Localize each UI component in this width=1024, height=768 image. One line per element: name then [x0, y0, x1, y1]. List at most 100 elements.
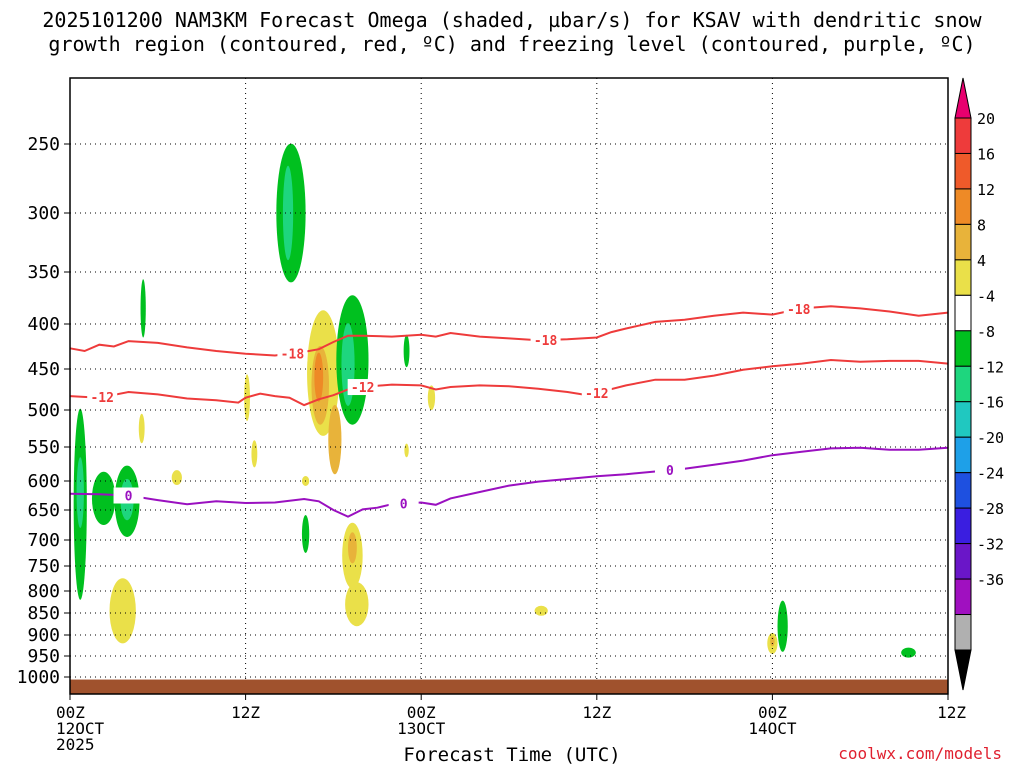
colorbar-band-5 — [954, 294, 972, 332]
colorbar-label-9: -20 — [977, 429, 1004, 447]
colorbar-label-13: -36 — [977, 571, 1004, 589]
colorbar-band-6 — [954, 330, 972, 367]
y-tick-label-750: 750 — [27, 556, 60, 577]
contour-label-bg-2-1 — [388, 495, 419, 512]
y-tick-label-500: 500 — [27, 400, 60, 421]
contour-label-bg-1-2 — [581, 384, 612, 401]
x-tick-label-0-0: 00Z — [56, 703, 85, 722]
contour-label-2-0: 0 — [125, 490, 133, 505]
omega-shade-17 — [328, 405, 342, 475]
colorbar-band-11 — [954, 507, 972, 545]
terrain-surface — [70, 679, 948, 694]
x-tick-label-1-0: 12Z — [231, 703, 260, 722]
omega-shade-6 — [140, 279, 146, 338]
contour-label-bg-0-2 — [783, 301, 814, 318]
colorbar-label-12: -32 — [977, 536, 1004, 554]
colorbar-band-1 — [954, 152, 972, 190]
y-tick-label-450: 450 — [27, 359, 60, 380]
colorbar-label-3: 8 — [977, 216, 986, 234]
contour-label-bg-0-1 — [530, 331, 561, 348]
colorbar-band-12 — [954, 543, 972, 580]
omega-shade-25 — [427, 385, 436, 411]
omega-shade-27 — [534, 605, 548, 616]
omega-shade-16 — [314, 352, 324, 402]
y-tick-label-700: 700 — [27, 530, 60, 551]
x-tick-label-3-0: 12Z — [582, 703, 611, 722]
omega-shade-7 — [171, 470, 182, 486]
omega-shade-18 — [301, 515, 310, 553]
omega-shade-10 — [251, 440, 258, 468]
credit-link[interactable]: coolwx.com/models — [838, 744, 1002, 763]
omega-shade-26 — [404, 443, 409, 458]
contour-label-bg-2-2 — [654, 462, 685, 479]
colorbar-label-4: 4 — [977, 252, 986, 270]
colorbar-band-10 — [954, 472, 972, 509]
y-tick-label-900: 900 — [27, 625, 60, 646]
colorbar-label-10: -24 — [977, 465, 1004, 483]
colorbar-top-triangle — [954, 77, 972, 119]
colorbar-label-11: -28 — [977, 500, 1004, 518]
y-tick-label-400: 400 — [27, 314, 60, 335]
omega-shade-23 — [345, 582, 369, 627]
chart-title-line-1: 2025101200 NAM3KM Forecast Omega (shaded… — [42, 8, 982, 32]
colorbar-band-3 — [954, 223, 972, 261]
colorbar-band-9 — [954, 436, 972, 474]
dgz-contour-1 — [69, 358, 949, 407]
y-tick-label-850: 850 — [27, 603, 60, 624]
contour-label-bg-2-0 — [113, 487, 144, 504]
colorbar-band-14 — [954, 614, 972, 651]
dgz-contour-0 — [69, 305, 949, 357]
colorbar-band-0 — [954, 117, 972, 154]
chart-title-line-2: growth region (contoured, red, ºC) and f… — [48, 32, 976, 56]
x-tick-label-5-0: 12Z — [937, 703, 966, 722]
omega-shade-30 — [777, 600, 788, 652]
y-tick-label-800: 800 — [27, 581, 60, 602]
colorbar-label-8: -16 — [977, 394, 1004, 412]
colorbar-label-1: 16 — [977, 145, 995, 163]
y-tick-label-1000: 1000 — [17, 667, 60, 688]
omega-shade-12 — [282, 165, 294, 261]
y-tick-label-300: 300 — [27, 203, 60, 224]
contour-label-1-0: -12 — [90, 391, 113, 406]
omega-shade-5 — [109, 578, 136, 644]
y-tick-label-250: 250 — [27, 134, 60, 155]
contour-label-0-0: -18 — [281, 347, 305, 362]
colorbar-bottom-triangle — [954, 649, 972, 691]
colorbar-label-5: -4 — [977, 287, 995, 305]
x-tick-label-2-1: 13OCT — [397, 719, 446, 738]
contour-label-0-1: -18 — [534, 334, 558, 349]
colorbar-band-13 — [954, 578, 972, 616]
contour-label-bg-1-1 — [347, 379, 378, 396]
omega-shade-2 — [91, 471, 116, 525]
x-tick-label-4-0: 00Z — [758, 703, 787, 722]
y-tick-label-650: 650 — [27, 500, 60, 521]
x-tick-label-0-1: 12OCT — [56, 719, 105, 738]
colorbar-band-4 — [954, 259, 972, 296]
colorbar-band-2 — [954, 188, 972, 225]
contour-label-1-1: -12 — [351, 381, 374, 396]
x-axis-label: Forecast Time (UTC) — [403, 744, 621, 766]
y-tick-label-350: 350 — [27, 262, 60, 283]
x-tick-label-2-0: 00Z — [407, 703, 436, 722]
y-tick-label-950: 950 — [27, 646, 60, 667]
contour-label-0-2: -18 — [787, 303, 811, 318]
omega-shade-31 — [901, 647, 916, 658]
freezing-contour-2 — [69, 446, 949, 518]
y-tick-label-550: 550 — [27, 437, 60, 458]
omega-shade-24 — [403, 334, 410, 368]
omega-shade-29 — [770, 636, 775, 647]
contour-label-bg-0-0 — [277, 345, 308, 362]
colorbar-band-7 — [954, 365, 972, 403]
colorbar-label-6: -8 — [977, 323, 995, 341]
omega-shade-22 — [348, 532, 357, 564]
colorbar-label-2: 12 — [977, 181, 995, 199]
x-tick-label-4-1: 14OCT — [748, 719, 797, 738]
contour-label-2-2: 0 — [666, 464, 674, 479]
contour-label-1-2: -12 — [585, 387, 608, 402]
colorbar-label-0: 20 — [977, 110, 995, 128]
omega-shade-8 — [138, 413, 145, 444]
plot-frame — [69, 77, 949, 695]
contour-label-2-1: 0 — [400, 498, 408, 513]
colorbar-band-8 — [954, 401, 972, 438]
